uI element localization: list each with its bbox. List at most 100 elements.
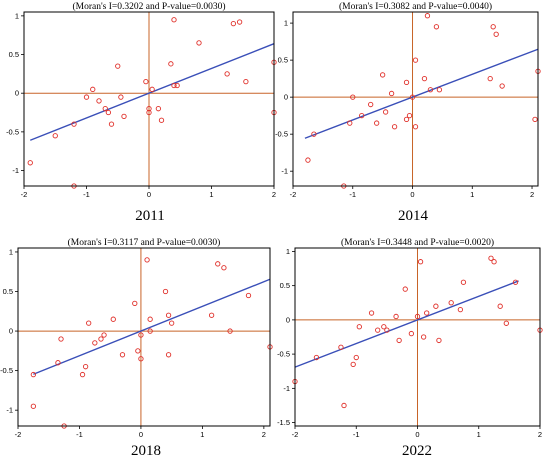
data-point (381, 324, 387, 330)
data-point (83, 94, 90, 100)
data-point (393, 313, 399, 320)
y-tick-label: 1 (9, 247, 13, 256)
data-point (368, 310, 375, 316)
data-point (436, 87, 443, 93)
regression-line (33, 278, 271, 375)
data-point (236, 19, 243, 25)
y-tick-label: -1 (283, 384, 290, 393)
data-point (408, 330, 415, 337)
y-tick-label: -0.5 (6, 127, 19, 136)
data-point (118, 94, 124, 100)
data-point (171, 82, 177, 89)
regression-line (294, 280, 519, 368)
data-point (403, 116, 410, 123)
x-tick-label: 2 (272, 190, 276, 199)
x-tick-label: -1 (353, 430, 360, 439)
data-point (230, 20, 237, 27)
y-tick-label: -1 (12, 166, 19, 175)
data-point (375, 327, 381, 333)
data-point (417, 259, 424, 265)
data-point (121, 113, 127, 120)
x-tick-label: 0 (410, 190, 414, 199)
data-point (171, 17, 177, 23)
data-point (427, 87, 434, 93)
data-point (311, 131, 317, 137)
data-point (414, 313, 421, 320)
data-point (353, 354, 359, 361)
data-point (374, 120, 380, 126)
data-point (436, 337, 442, 344)
data-point (30, 371, 37, 378)
scatter-panel: -1 -0.5 0 0.5 1 -2 -1 0 1 2 (Moran's I=0.3082 and … (275, 1, 541, 224)
x-tick-label: 2 (262, 430, 266, 439)
y-tick-label: 0.5 (280, 281, 290, 290)
data-point (96, 98, 102, 104)
data-point (488, 255, 494, 261)
data-point (101, 332, 107, 338)
data-point (460, 279, 467, 285)
data-point (341, 402, 347, 409)
data-point (102, 106, 108, 112)
data-point (138, 356, 144, 362)
x-tick-label: 2 (530, 190, 534, 199)
data-point (55, 360, 61, 366)
scatter-panel: -1 -0.5 0 0.5 1 -2 -1 0 1 2 (Moran's I=0.3202 and … (6, 1, 277, 224)
y-tick-label: 0.5 (278, 56, 288, 65)
x-tick-label: 2 (538, 430, 542, 439)
x-tick-label: 1 (477, 430, 481, 439)
data-point (433, 303, 439, 309)
data-point (119, 352, 126, 358)
data-point (421, 75, 428, 82)
year-caption: 2018 (131, 443, 161, 459)
data-point (433, 24, 440, 30)
data-point (497, 303, 503, 309)
data-point (165, 352, 172, 358)
y-tick-label: -0.5 (277, 350, 290, 359)
data-point (356, 324, 362, 330)
y-tick-label: 1 (284, 19, 288, 28)
data-point (98, 336, 104, 342)
x-tick-label: 0 (139, 430, 143, 439)
data-point (347, 120, 353, 126)
y-tick-label: 0.5 (9, 50, 19, 59)
x-tick-label: -1 (349, 190, 356, 199)
data-point (391, 124, 398, 130)
panel-title: (Moran's I=0.3448 and P-value=0.0020) (341, 237, 494, 248)
year-caption: 2014 (398, 208, 429, 224)
y-tick-label: -1.5 (277, 418, 290, 427)
x-tick-label: -2 (290, 190, 297, 199)
data-point (155, 106, 162, 112)
data-point (30, 403, 37, 409)
data-point (215, 261, 221, 267)
regression-line (304, 48, 539, 139)
data-point (149, 86, 155, 92)
data-point (196, 40, 202, 46)
data-point (58, 336, 64, 342)
data-point (79, 371, 86, 378)
data-point (379, 72, 386, 78)
x-tick-label: -2 (21, 190, 28, 199)
x-tick-label: 1 (200, 430, 204, 439)
data-point (135, 348, 141, 354)
data-point (245, 292, 252, 299)
data-point (115, 63, 121, 69)
x-tick-label: 1 (209, 190, 213, 199)
data-point (71, 121, 77, 127)
data-point (384, 327, 390, 333)
data-point (162, 288, 169, 295)
y-tick-label: 1 (15, 11, 19, 20)
scatter-panel: -1.5 -1 -0.5 0 0.5 1 -2 -1 0 1 2 (Moran's I=0.3448 … (277, 237, 543, 459)
data-point (490, 24, 496, 30)
year-caption: 2022 (402, 443, 432, 459)
data-point (146, 109, 152, 116)
data-point (86, 320, 92, 326)
data-point (491, 259, 497, 265)
data-point (27, 160, 33, 166)
y-tick-label: 0 (15, 89, 19, 98)
data-point (208, 312, 215, 318)
data-point (512, 279, 519, 285)
data-point (138, 332, 144, 338)
data-point (396, 337, 402, 344)
data-point (402, 286, 408, 292)
panel-title: (Moran's I=0.3117 and P-value=0.0030) (68, 237, 221, 248)
